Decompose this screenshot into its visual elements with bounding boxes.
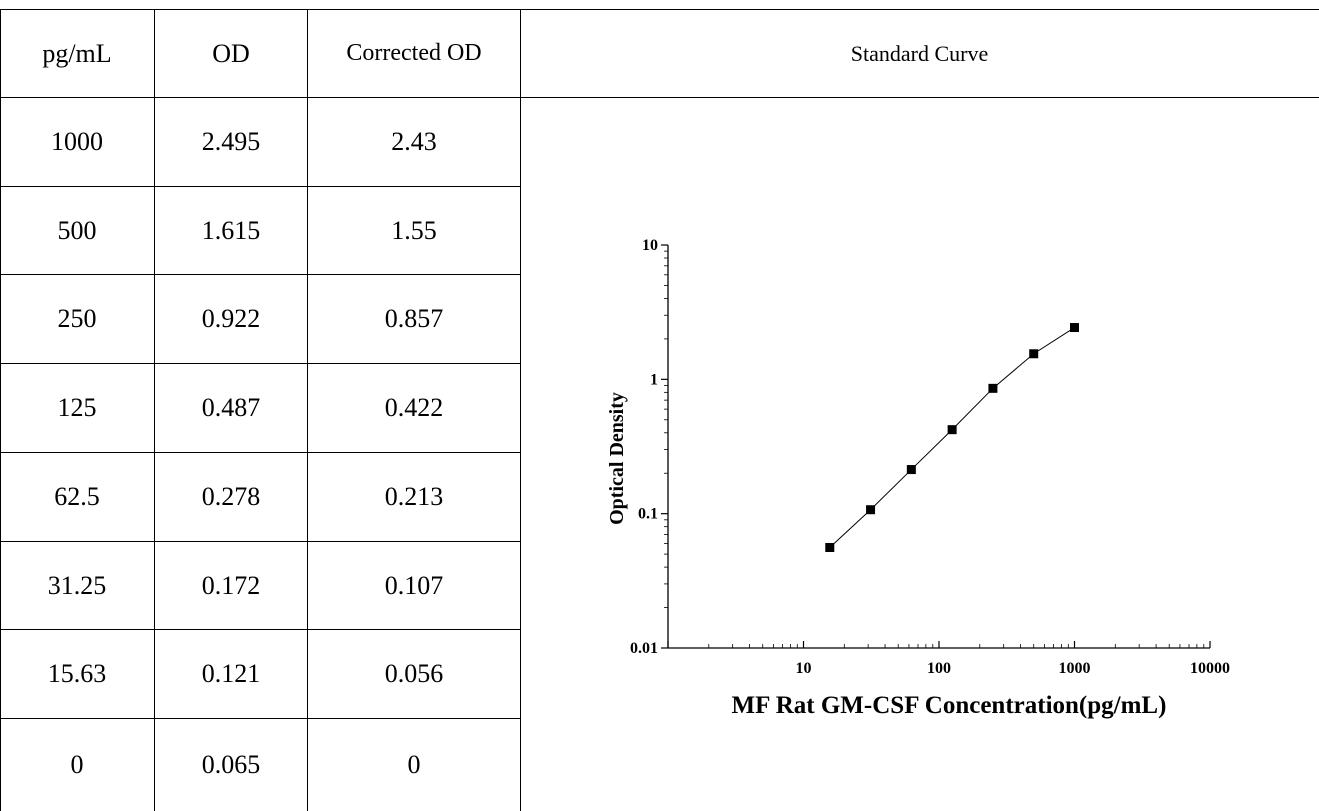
standard-curve-chart: 0.01 0.1 1 10 10 100 1000 10000 MF Rat GM-CSF Co…	[606, 237, 1230, 719]
cell-corrected-od: 2.43	[391, 127, 437, 156]
cell-od: 0.065	[201, 750, 261, 779]
row-border	[0, 541, 520, 542]
table-left-border	[0, 9, 1, 811]
row-border	[0, 718, 520, 719]
data-point-marker	[906, 465, 916, 475]
chart-header: Standard Curve	[850, 40, 989, 66]
cell-concentration: 62.5	[54, 482, 100, 511]
y-tick-label: 1	[650, 371, 658, 388]
cell-corrected-od: 0.857	[384, 304, 444, 333]
cell-concentration: 1000	[51, 127, 103, 156]
x-axis-label: MF Rat GM-CSF Concentration(pg/mL)	[732, 692, 1167, 719]
x-tick-label: 1000	[1059, 660, 1091, 677]
y-tick-label: 0.1	[638, 506, 658, 523]
cell-concentration: 250	[57, 304, 97, 333]
header-od: OD	[212, 38, 250, 68]
data-point-marker	[988, 383, 998, 393]
data-point-marker	[947, 425, 957, 435]
data-point-marker	[825, 542, 835, 552]
cell-corrected-od: 1.55	[391, 215, 437, 245]
row-border	[0, 186, 520, 187]
y-axis-label: Optical Density	[606, 392, 628, 525]
header-concentration: pg/mL	[42, 38, 112, 68]
x-tick-label: 10	[796, 660, 812, 677]
cell-corrected-od: 0.056	[384, 659, 444, 688]
row-border	[0, 274, 520, 275]
column-border	[307, 9, 308, 811]
cell-od: 0.487	[201, 393, 261, 422]
x-tick-label: 100	[927, 660, 951, 677]
cell-corrected-od: 0.213	[384, 482, 444, 511]
cell-corrected-od: 0	[407, 750, 421, 779]
cell-od: 0.278	[201, 482, 261, 511]
data-point-marker	[1029, 349, 1039, 359]
cell-concentration: 0	[70, 750, 84, 779]
column-border	[520, 9, 521, 811]
header-bottom-border	[0, 97, 1319, 98]
x-tick-label: 10000	[1190, 660, 1230, 677]
table-top-border	[0, 9, 1319, 10]
cell-corrected-od: 0.422	[384, 393, 444, 422]
cell-od: 0.172	[201, 570, 261, 600]
row-border	[0, 363, 520, 364]
y-tick-label: 10	[642, 237, 658, 254]
data-point-marker	[1070, 323, 1079, 333]
column-border	[154, 9, 155, 811]
cell-od: 1.615	[201, 215, 261, 245]
cell-od: 0.922	[201, 304, 261, 333]
cell-concentration: 31.25	[47, 570, 107, 600]
cell-od: 0.121	[201, 659, 261, 688]
fit-curve-line	[829, 327, 1075, 548]
row-border	[0, 629, 520, 630]
cell-concentration: 15.63	[47, 659, 107, 688]
y-tick-label: 0.01	[630, 640, 658, 657]
cell-concentration: 500	[57, 215, 97, 245]
data-point-marker	[866, 505, 876, 515]
header-corrected-od: Corrected OD	[346, 40, 482, 66]
row-border	[0, 452, 520, 453]
cell-corrected-od: 0.107	[384, 570, 444, 600]
cell-od: 2.495	[201, 127, 261, 156]
cell-concentration: 125	[57, 393, 97, 422]
